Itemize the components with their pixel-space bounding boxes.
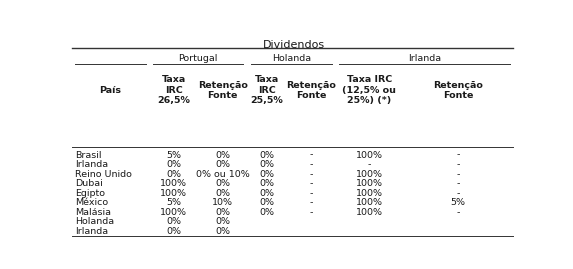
Text: -: - bbox=[310, 160, 313, 169]
Text: -: - bbox=[310, 198, 313, 207]
Text: -: - bbox=[456, 189, 460, 198]
Text: 0%: 0% bbox=[260, 151, 274, 160]
Text: 0%: 0% bbox=[215, 208, 230, 217]
Text: 0% ou 10%: 0% ou 10% bbox=[196, 170, 249, 179]
Text: -: - bbox=[310, 151, 313, 160]
Text: Taxa
IRC
26,5%: Taxa IRC 26,5% bbox=[158, 75, 190, 105]
Text: Retenção
Fonte: Retenção Fonte bbox=[286, 81, 336, 100]
Text: 100%: 100% bbox=[356, 198, 383, 207]
Text: 0%: 0% bbox=[260, 198, 274, 207]
Text: 100%: 100% bbox=[356, 179, 383, 188]
Text: -: - bbox=[310, 179, 313, 188]
Text: Dubai: Dubai bbox=[75, 179, 103, 188]
Text: Reino Unido: Reino Unido bbox=[75, 170, 132, 179]
Text: 0%: 0% bbox=[260, 179, 274, 188]
Text: 0%: 0% bbox=[166, 227, 181, 236]
Text: Retenção
Fonte: Retenção Fonte bbox=[198, 81, 248, 100]
Text: Taxa IRC
(12,5% ou
25%) (*): Taxa IRC (12,5% ou 25%) (*) bbox=[342, 75, 396, 105]
Text: -: - bbox=[310, 189, 313, 198]
Text: Holanda: Holanda bbox=[272, 54, 311, 63]
Text: -: - bbox=[367, 160, 371, 169]
Text: 0%: 0% bbox=[260, 170, 274, 179]
Text: 0%: 0% bbox=[260, 189, 274, 198]
Text: -: - bbox=[456, 179, 460, 188]
Text: 100%: 100% bbox=[356, 189, 383, 198]
Text: -: - bbox=[456, 208, 460, 217]
Text: Malásia: Malásia bbox=[75, 208, 111, 217]
Text: 10%: 10% bbox=[212, 198, 233, 207]
Text: 100%: 100% bbox=[160, 208, 187, 217]
Text: 0%: 0% bbox=[215, 160, 230, 169]
Text: Irlanda: Irlanda bbox=[75, 227, 108, 236]
Text: 0%: 0% bbox=[260, 208, 274, 217]
Text: Retenção
Fonte: Retenção Fonte bbox=[433, 81, 483, 100]
Text: 100%: 100% bbox=[160, 189, 187, 198]
Text: -: - bbox=[310, 208, 313, 217]
Text: 5%: 5% bbox=[450, 198, 465, 207]
Text: 0%: 0% bbox=[215, 227, 230, 236]
Text: 5%: 5% bbox=[166, 151, 181, 160]
Text: 0%: 0% bbox=[166, 160, 181, 169]
Text: 100%: 100% bbox=[356, 170, 383, 179]
Text: 0%: 0% bbox=[166, 217, 181, 226]
Text: Dividendos: Dividendos bbox=[262, 40, 325, 49]
Text: Taxa
IRC
25,5%: Taxa IRC 25,5% bbox=[250, 75, 284, 105]
Text: 100%: 100% bbox=[160, 179, 187, 188]
Text: 0%: 0% bbox=[215, 217, 230, 226]
Text: 100%: 100% bbox=[356, 151, 383, 160]
Text: -: - bbox=[310, 170, 313, 179]
Text: -: - bbox=[456, 170, 460, 179]
Text: -: - bbox=[456, 151, 460, 160]
Text: 100%: 100% bbox=[356, 208, 383, 217]
Text: País: País bbox=[100, 86, 121, 95]
Text: Portugal: Portugal bbox=[179, 54, 218, 63]
Text: 0%: 0% bbox=[166, 170, 181, 179]
Text: 0%: 0% bbox=[215, 151, 230, 160]
Text: 0%: 0% bbox=[215, 189, 230, 198]
Text: Egipto: Egipto bbox=[75, 189, 105, 198]
Text: 0%: 0% bbox=[260, 160, 274, 169]
Text: Brasil: Brasil bbox=[75, 151, 101, 160]
Text: 5%: 5% bbox=[166, 198, 181, 207]
Text: Irlanda: Irlanda bbox=[408, 54, 441, 63]
Text: Irlanda: Irlanda bbox=[75, 160, 108, 169]
Text: -: - bbox=[456, 160, 460, 169]
Text: 0%: 0% bbox=[215, 179, 230, 188]
Text: México: México bbox=[75, 198, 108, 207]
Text: Holanda: Holanda bbox=[75, 217, 114, 226]
